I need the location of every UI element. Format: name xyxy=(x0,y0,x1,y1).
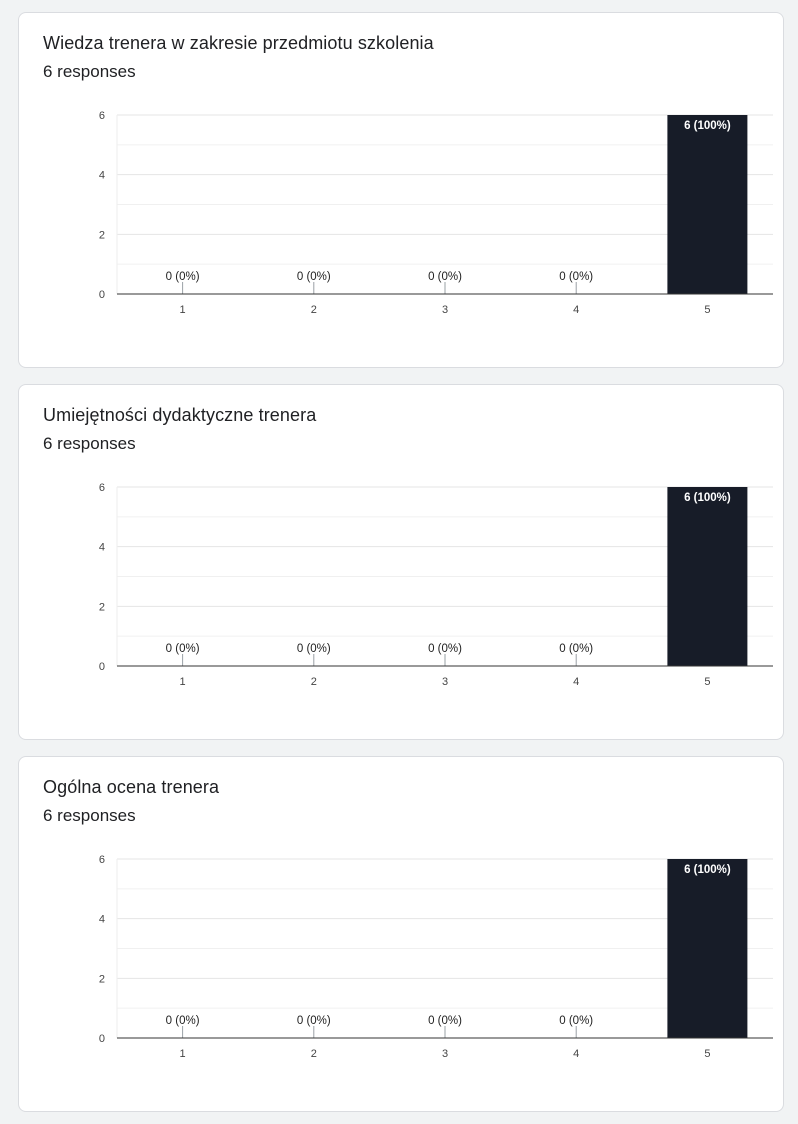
bar xyxy=(667,115,748,294)
data-label: 0 (0%) xyxy=(166,1015,200,1027)
x-tick-label: 5 xyxy=(704,676,710,688)
x-tick-label: 3 xyxy=(442,676,448,688)
data-label: 0 (0%) xyxy=(559,1015,593,1027)
data-label: 6 (100%) xyxy=(684,492,731,504)
response-count: 6 responses xyxy=(43,434,136,453)
data-label: 0 (0%) xyxy=(428,643,462,655)
y-tick-label: 2 xyxy=(99,229,105,241)
question-card-2: Umiejętności dydaktyczne trenera 6 respo… xyxy=(18,384,784,740)
data-label: 0 (0%) xyxy=(297,643,331,655)
x-tick-label: 1 xyxy=(180,1048,186,1060)
y-tick-label: 4 xyxy=(99,542,105,554)
question-title: Wiedza trenera w zakresie przedmiotu szk… xyxy=(43,33,434,53)
bar-chart: 0 2 4 6 0 (0%) 1 0 (0%) 2 0 (0%) 3 0 (0%) 4 6 (100%)… xyxy=(99,482,773,688)
response-count: 6 responses xyxy=(43,62,136,81)
data-label: 6 (100%) xyxy=(684,864,731,876)
x-tick-label: 5 xyxy=(704,304,710,316)
y-tick-label: 2 xyxy=(99,973,105,985)
data-label: 0 (0%) xyxy=(166,271,200,283)
x-tick-label: 2 xyxy=(311,304,317,316)
y-tick-label: 6 xyxy=(99,854,105,866)
bar xyxy=(667,859,748,1038)
data-label: 0 (0%) xyxy=(428,1015,462,1027)
response-count: 6 responses xyxy=(43,806,136,825)
y-tick-label: 0 xyxy=(99,289,105,301)
x-tick-label: 4 xyxy=(573,676,579,688)
bar-chart: 0 2 4 6 0 (0%) 1 0 (0%) 2 0 (0%) 3 0 (0%) 4 6 (100%)… xyxy=(99,854,773,1060)
y-tick-label: 4 xyxy=(99,170,105,182)
data-label: 0 (0%) xyxy=(166,643,200,655)
y-tick-label: 0 xyxy=(99,1033,105,1045)
data-label: 0 (0%) xyxy=(559,643,593,655)
question-card-1: Wiedza trenera w zakresie przedmiotu szk… xyxy=(18,12,784,368)
data-label: 6 (100%) xyxy=(684,120,731,132)
bar-chart: 0 2 4 6 0 (0%) 1 0 (0%) 2 0 (0%) 3 0 (0%) 4 6 (100%)… xyxy=(99,110,773,316)
x-tick-label: 1 xyxy=(180,676,186,688)
question-title: Ogólna ocena trenera xyxy=(43,777,220,797)
data-label: 0 (0%) xyxy=(428,271,462,283)
x-tick-label: 5 xyxy=(704,1048,710,1060)
x-tick-label: 4 xyxy=(573,304,579,316)
x-tick-label: 1 xyxy=(180,304,186,316)
y-tick-label: 4 xyxy=(99,914,105,926)
x-tick-label: 2 xyxy=(311,676,317,688)
x-tick-label: 2 xyxy=(311,1048,317,1060)
data-label: 0 (0%) xyxy=(297,271,331,283)
y-tick-label: 6 xyxy=(99,482,105,494)
data-label: 0 (0%) xyxy=(297,1015,331,1027)
x-tick-label: 3 xyxy=(442,304,448,316)
y-tick-label: 2 xyxy=(99,601,105,613)
question-card-3: Ogólna ocena trenera 6 responses 0 2 4 6 0 (… xyxy=(18,756,784,1112)
y-tick-label: 0 xyxy=(99,661,105,673)
x-tick-label: 3 xyxy=(442,1048,448,1060)
bar xyxy=(667,487,748,666)
data-label: 0 (0%) xyxy=(559,271,593,283)
question-title: Umiejętności dydaktyczne trenera xyxy=(43,405,317,425)
y-tick-label: 6 xyxy=(99,110,105,122)
x-tick-label: 4 xyxy=(573,1048,579,1060)
